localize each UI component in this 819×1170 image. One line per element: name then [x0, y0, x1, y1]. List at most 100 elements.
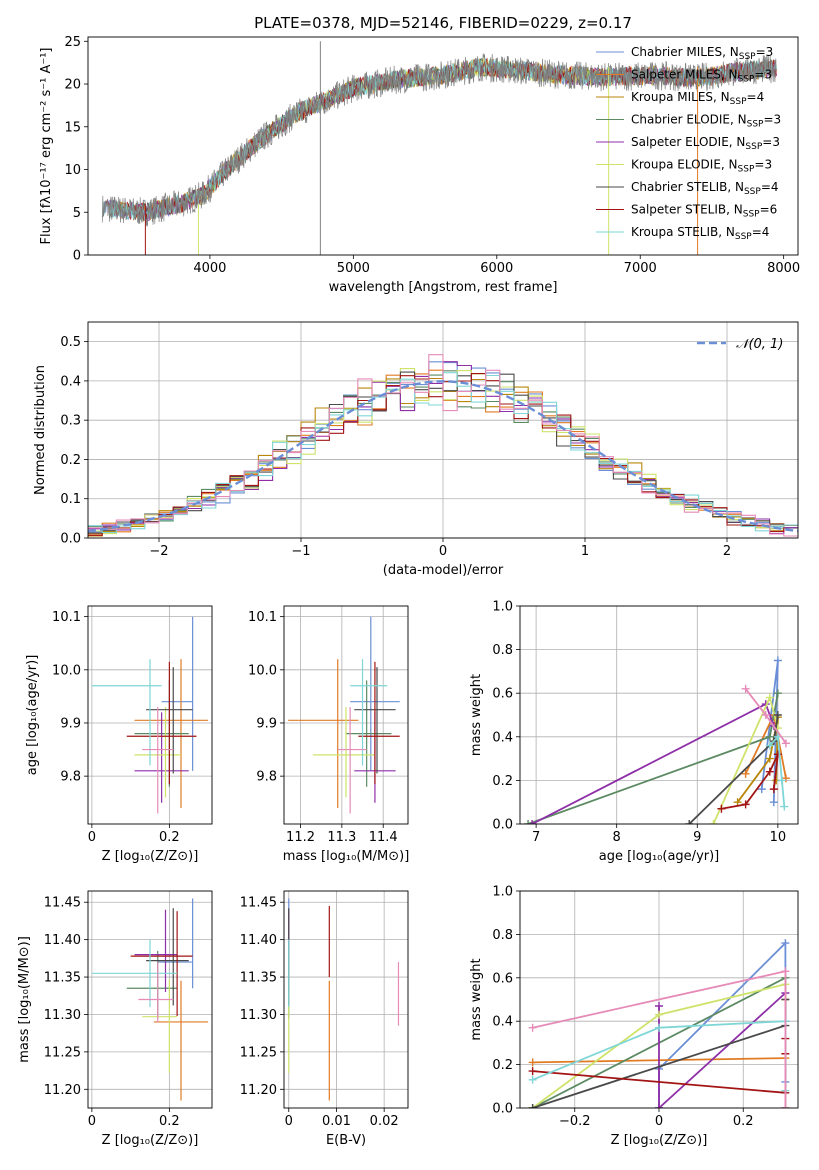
weight-marker	[524, 820, 533, 824]
normal-curve	[88, 380, 798, 533]
y-tick-label: 0.6	[492, 687, 513, 702]
y-tick-label: 0.6	[492, 971, 513, 986]
legend: Chabrier MILES, NSSP=3 Salpeter MILES, NS…	[596, 45, 781, 242]
y-tick-label: 10.0	[52, 663, 81, 678]
plot-area	[88, 354, 798, 537]
y-tick-label: 15	[64, 120, 81, 135]
x-tick-label: 0	[88, 830, 96, 845]
errorbar-point	[91, 939, 178, 1007]
errorbar-point	[146, 908, 189, 1006]
y-tick-label: 10.0	[248, 663, 277, 678]
errorbar-point	[126, 661, 197, 785]
x-tick-label: 0	[88, 1114, 96, 1129]
x-axis-label: Z [log₁₀(Z/Z⊙)]	[102, 1133, 199, 1148]
age-vs-metallicity-panel: 0 0.2 9.8 9.9 10.0 10.1 Z [log₁₀(Z/Z⊙)] age [lo…	[25, 605, 213, 864]
y-tick-label: 9.8	[256, 770, 277, 785]
weight-marker	[781, 739, 790, 748]
legend-label: Chabrier STELIB, NSSP=4	[631, 180, 779, 197]
x-tick-label: −0.2	[559, 1114, 591, 1129]
weight-marker	[765, 754, 774, 763]
weight-marker	[717, 804, 726, 813]
errorbar-point	[346, 680, 392, 787]
weight-marker	[773, 656, 782, 665]
y-tick-label: 0.4	[60, 374, 81, 389]
weight-marker	[765, 741, 774, 750]
y-tick-label: 11.20	[240, 1083, 277, 1098]
weight-marker	[741, 684, 750, 693]
weight-marker	[765, 732, 774, 741]
y-axis-label: age [log₁₀(age/yr)]	[25, 655, 40, 776]
weight-marker	[780, 802, 789, 811]
weight-marker	[685, 820, 694, 824]
axes: 11.2 11.3 11.4 9.8 9.9 10.0 10.1 mass [log₁₀(M/…	[248, 610, 409, 864]
axes-frame	[87, 890, 213, 1109]
weight-marker	[761, 711, 770, 719]
errorbar-point	[358, 661, 400, 785]
weight-marker	[757, 785, 766, 794]
legend-label: Chabrier MILES, NSSP=3	[631, 45, 773, 62]
y-tick-label: 0.4	[492, 1015, 513, 1030]
x-tick-label: 11.4	[369, 830, 398, 845]
y-tick-label: 11.45	[240, 896, 277, 911]
y-tick-label: 0.0	[492, 1102, 513, 1117]
weight-marker	[741, 769, 750, 778]
weight-marker	[777, 776, 786, 785]
errorbar-point	[138, 962, 174, 1022]
figure-title: PLATE=0378, MJD=52146, FIBERID=0229, z=0…	[254, 14, 632, 32]
weight-marker	[528, 1067, 537, 1076]
grid-lines	[284, 891, 408, 1108]
errorbar-point	[350, 659, 388, 766]
y-tick-label: 0.3	[60, 414, 81, 429]
y-tick-label: 0.0	[492, 818, 513, 833]
spectrum-data-line	[101, 53, 777, 227]
x-tick-label: 8	[613, 830, 621, 845]
axes-frame	[87, 36, 799, 256]
errorbar-point	[288, 659, 359, 809]
x-tick-label: 8000	[767, 261, 800, 276]
y-tick-label: 9.9	[256, 716, 277, 731]
y-tick-label: 1.0	[492, 600, 513, 615]
y-tick-label: 0.5	[60, 335, 81, 350]
x-tick-label: −1	[291, 544, 310, 559]
axes-frame	[87, 321, 799, 539]
y-tick-label: 11.25	[240, 1045, 277, 1060]
weight-marker	[741, 800, 750, 809]
errorbar-point	[134, 909, 178, 993]
axes-frame	[283, 605, 409, 825]
y-tick-label: 10.1	[248, 610, 277, 625]
legend-label: Kroupa ELODIE, NSSP=3	[631, 158, 772, 175]
x-tick-label: 9	[693, 830, 701, 845]
x-tick-label: 7000	[624, 261, 657, 276]
errorbar-point	[153, 980, 209, 1101]
y-tick-label: 11.35	[44, 971, 81, 986]
x-axis-label: Z [log₁₀(Z/Z⊙)]	[611, 1133, 708, 1148]
legend-label: Salpeter ELODIE, NSSP=3	[631, 135, 780, 152]
y-tick-label: 0.1	[60, 492, 81, 507]
x-tick-label: 0.2	[159, 1114, 180, 1129]
x-tick-label: 11.2	[286, 830, 315, 845]
y-axis-label: Normed distribution	[33, 365, 48, 495]
weight-marker	[528, 820, 537, 824]
mass-vs-metallicity-panel: 0 0.2 11.20 11.25 11.30 11.35 11.40 11.45 Z [log…	[17, 890, 213, 1148]
residuals-panel: −2 −1 0 1 2 0.0 0.1 0.2 0.3 0.4 0.5 (data-model)/er…	[33, 321, 799, 578]
x-tick-label: 0.01	[322, 1114, 351, 1129]
x-tick-label: 2	[723, 544, 731, 559]
x-tick-label: 0.02	[370, 1114, 399, 1129]
y-axis-label: mass [log₁₀(M/M⊙)]	[17, 936, 32, 1063]
weight-marker	[773, 689, 782, 698]
x-axis-label: Z [log₁₀(Z/Z⊙)]	[102, 849, 199, 864]
y-tick-label: 11.30	[44, 1008, 81, 1023]
y-tick-label: 20	[64, 78, 81, 93]
errorbar-point	[312, 707, 375, 798]
axes: 0 0.01 0.02 11.20 11.25 11.30 11.35 11.40 11.45 E…	[240, 896, 399, 1148]
weight-marker	[528, 1023, 537, 1032]
y-axis-label: mass weight	[469, 674, 484, 756]
y-tick-label: 0.0	[60, 532, 81, 547]
x-tick-label: 4000	[193, 261, 226, 276]
legend-label: Kroupa MILES, NSSP=4	[631, 90, 764, 107]
axes-frame	[283, 890, 409, 1109]
x-axis-label: mass [log₁₀(M/M⊙)]	[283, 849, 410, 864]
weight-series-line	[527, 693, 779, 824]
weight-marker	[528, 1075, 537, 1084]
